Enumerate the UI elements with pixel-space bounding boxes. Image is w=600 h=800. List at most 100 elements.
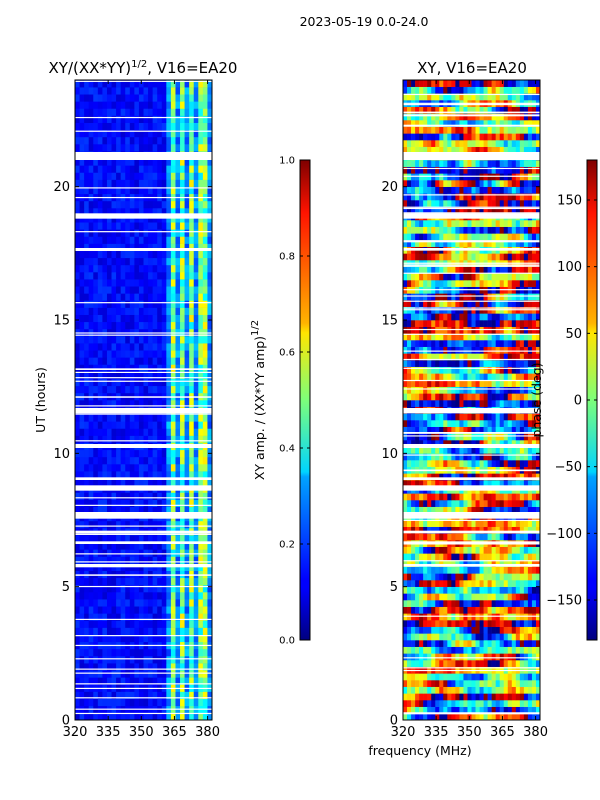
phase-cell <box>431 420 436 427</box>
amplitude-cell <box>88 272 94 280</box>
phase-cell <box>403 460 408 467</box>
amplitude-cell <box>93 435 99 443</box>
phase-cell <box>527 640 533 647</box>
amplitude-cell <box>106 385 112 394</box>
phase-cell <box>439 340 444 347</box>
amplitude-cell <box>175 357 181 365</box>
amplitude-cell <box>84 200 89 209</box>
phase-cell <box>459 646 464 654</box>
phase-cell <box>503 300 509 307</box>
amplitude-cell <box>207 627 213 635</box>
amplitude-cell <box>111 471 117 479</box>
amplitude-cell <box>157 648 163 657</box>
amplitude-cell <box>75 471 80 479</box>
phase-cell <box>439 480 444 487</box>
amplitude-cell <box>120 663 126 671</box>
phase-cell <box>475 320 480 327</box>
amplitude-cell <box>84 464 89 472</box>
phase-cell <box>459 706 464 714</box>
amplitude-cell <box>120 378 126 387</box>
amplitude-cell <box>161 670 167 678</box>
amplitude-cell <box>198 129 204 138</box>
amplitude-cell <box>175 464 181 472</box>
amplitude-cell <box>120 186 126 195</box>
amplitude-cell <box>75 243 80 251</box>
amplitude-cell <box>193 101 199 109</box>
amplitude-cell <box>193 371 199 379</box>
phase-cell <box>535 526 541 534</box>
phase-cell <box>463 560 468 567</box>
phase-cell <box>415 573 420 581</box>
phase-cell <box>451 526 456 534</box>
amplitude-cell <box>152 186 158 195</box>
amplitude-cell <box>93 186 99 195</box>
amplitude-cell <box>166 350 172 358</box>
amplitude-cell <box>84 456 89 465</box>
phase-cell <box>519 353 525 361</box>
amplitude-cell <box>161 478 167 486</box>
phase-cell <box>503 433 509 441</box>
amplitude-cell <box>134 307 140 315</box>
amplitude-cell <box>175 144 181 152</box>
amplitude-cell <box>148 264 153 273</box>
amplitude-cell <box>193 449 199 458</box>
phase-cell <box>499 426 505 434</box>
amplitude-cell <box>180 435 185 443</box>
phase-cell <box>491 520 496 527</box>
phase-cell <box>435 573 440 581</box>
amplitude-cell <box>180 421 185 429</box>
phase-cell <box>459 380 464 387</box>
amplitude-cell <box>161 321 167 330</box>
phase-cell <box>507 573 513 581</box>
phase-cell <box>475 493 480 501</box>
amplitude-cell <box>75 549 80 557</box>
amplitude-cell <box>125 94 131 102</box>
amplitude-cell <box>75 179 80 187</box>
phase-cell <box>459 400 464 407</box>
phase-cell <box>499 506 505 514</box>
amplitude-cell <box>120 229 126 237</box>
phase-cell <box>527 360 533 367</box>
amplitude-cell <box>116 620 121 628</box>
amplitude-cell <box>170 464 176 472</box>
amplitude-cell <box>116 321 121 330</box>
phase-cell <box>511 580 517 587</box>
phase-cell <box>443 520 448 527</box>
amplitude-cell <box>129 599 135 607</box>
amplitude-cell <box>75 556 80 564</box>
amplitude-cell <box>161 421 167 429</box>
phase-cell <box>435 326 440 334</box>
amplitude-cell <box>93 350 99 358</box>
phase-cell <box>463 566 468 574</box>
amplitude-flag-line <box>75 574 212 576</box>
phase-cell <box>403 440 408 447</box>
phase-cell <box>535 640 541 647</box>
amplitude-cell <box>134 584 140 593</box>
amplitude-cell <box>152 613 158 621</box>
amplitude-cell <box>157 115 163 123</box>
phase-cell <box>527 440 533 447</box>
amplitude-cell <box>175 300 181 308</box>
phase-cell <box>487 700 492 707</box>
phase-cell <box>507 340 513 347</box>
phase-cell <box>491 653 496 661</box>
phase-cell <box>479 553 484 561</box>
amplitude-cell <box>106 165 112 173</box>
phase-cell <box>495 580 501 587</box>
amplitude-cell <box>134 691 140 699</box>
phase-cell <box>519 293 525 301</box>
amplitude-cell <box>175 108 181 116</box>
amplitude-cell <box>202 279 208 287</box>
phase-cell <box>491 560 496 567</box>
amplitude-cell <box>189 307 195 315</box>
phase-cell <box>487 566 492 574</box>
phase-cell <box>423 366 428 374</box>
phase-cell <box>503 393 509 401</box>
amplitude-cell <box>148 286 153 294</box>
phase-cell <box>427 313 432 321</box>
amplitude-cell <box>166 400 172 408</box>
amplitude-cell <box>152 229 158 237</box>
amplitude-cell <box>134 250 140 259</box>
amplitude-cell <box>97 208 103 216</box>
